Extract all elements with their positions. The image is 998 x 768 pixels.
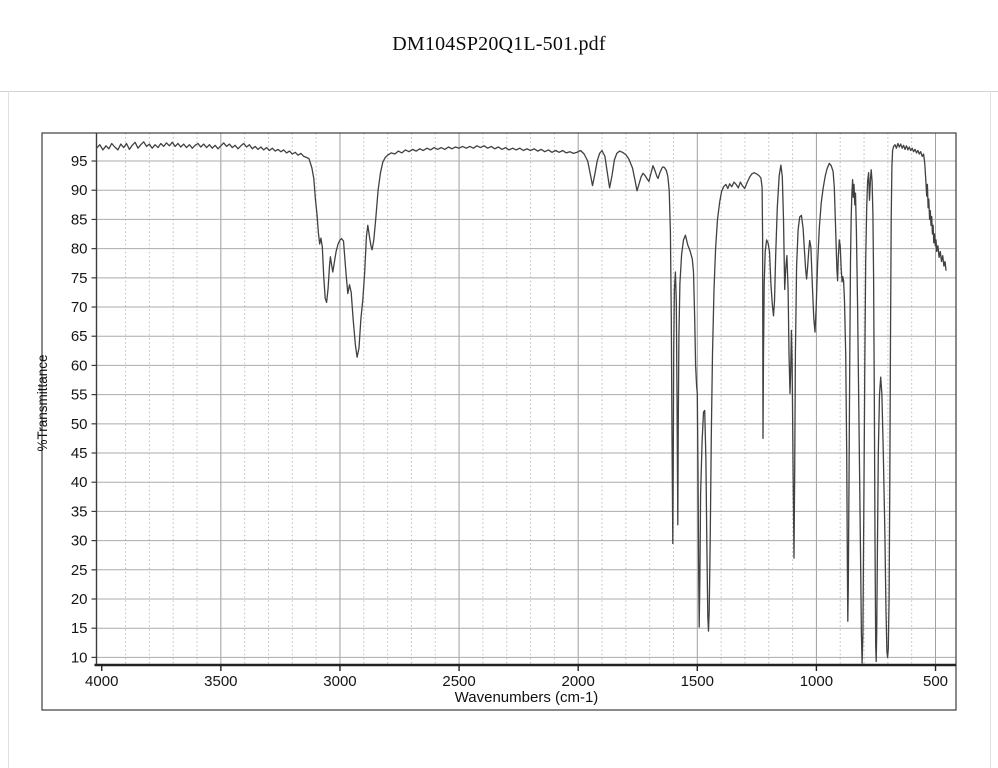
x-tick-label: 1500 bbox=[681, 673, 714, 690]
x-tick-label: 2500 bbox=[442, 673, 475, 690]
y-tick-label: 30 bbox=[71, 533, 88, 550]
y-tick-label: 85 bbox=[71, 211, 88, 228]
y-tick-label: 20 bbox=[71, 591, 88, 608]
x-tick-label: 500 bbox=[923, 673, 948, 690]
y-tick-label: 55 bbox=[71, 387, 88, 404]
y-tick-label: 75 bbox=[71, 270, 88, 287]
y-tick-label: 80 bbox=[71, 241, 88, 258]
y-tick-label: 35 bbox=[71, 503, 88, 520]
x-tick-label: 1000 bbox=[800, 673, 833, 690]
spectrum-curve bbox=[95, 141, 947, 664]
chart-border bbox=[41, 132, 957, 711]
y-tick-label: 70 bbox=[71, 299, 88, 316]
x-tick-label: 4000 bbox=[85, 673, 118, 690]
x-tick-label: 2000 bbox=[561, 673, 594, 690]
y-tick-label: 10 bbox=[71, 649, 88, 666]
page-border-right bbox=[990, 91, 991, 768]
y-tick-label: 60 bbox=[71, 357, 88, 374]
y-tick-label: 15 bbox=[71, 620, 88, 637]
x-tick-label: 3500 bbox=[204, 673, 237, 690]
x-tick-label: 3000 bbox=[323, 673, 356, 690]
x-axis-title: Wavenumbers (cm-1) bbox=[454, 689, 599, 706]
y-axis-title: %Transmittance bbox=[34, 354, 50, 452]
page-divider-line bbox=[0, 91, 998, 92]
page-border-left bbox=[8, 91, 9, 768]
y-tick-label: 25 bbox=[71, 562, 88, 579]
y-tick-label: 50 bbox=[71, 416, 88, 433]
y-tick-label: 40 bbox=[71, 474, 88, 491]
y-tick-label: 90 bbox=[71, 182, 88, 199]
y-tick-label: 45 bbox=[71, 445, 88, 462]
document-title: DM104SP20Q1L-501.pdf bbox=[392, 33, 606, 55]
y-tick-label: 65 bbox=[71, 328, 88, 345]
y-tick-label: 95 bbox=[71, 153, 88, 170]
